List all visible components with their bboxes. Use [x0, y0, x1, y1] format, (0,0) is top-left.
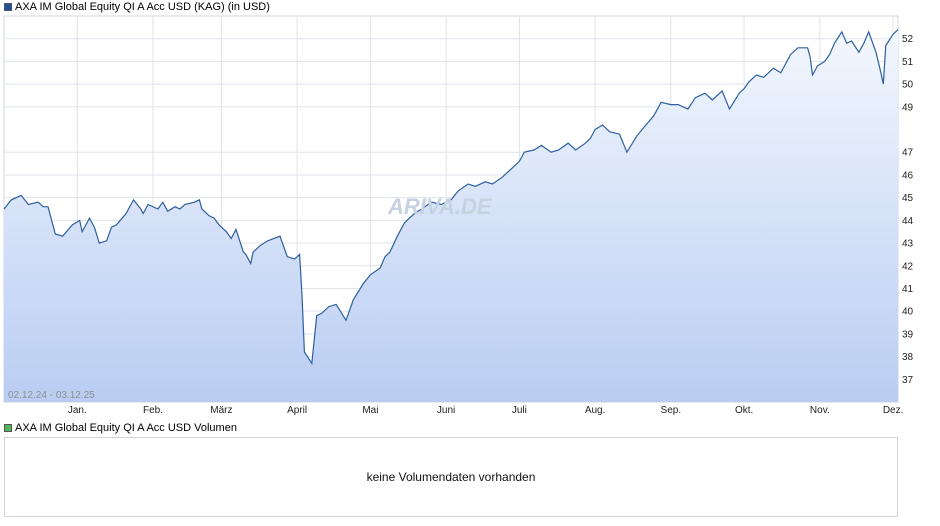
date-range-label: 02.12.24 - 03.12.25 — [8, 390, 95, 401]
x-tick-label: Juli — [512, 405, 527, 416]
y-tick-label: 43 — [902, 239, 914, 250]
y-tick-label: 44 — [902, 216, 914, 227]
y-tick-label: 46 — [902, 170, 914, 181]
price-legend-swatch — [4, 3, 12, 11]
y-tick-label: 51 — [902, 57, 914, 68]
x-tick-label: Juni — [437, 405, 455, 416]
y-tick-label: 47 — [902, 148, 914, 159]
price-legend-label: AXA IM Global Equity QI A Acc USD (KAG) … — [15, 1, 270, 13]
y-tick-label: 38 — [902, 352, 914, 363]
volume-legend-swatch — [4, 424, 12, 432]
volume-empty-message: keine Volumendaten vorhanden — [366, 470, 536, 484]
volume-legend: AXA IM Global Equity QI A Acc USD Volume… — [4, 421, 237, 435]
x-tick-label: Dez. — [883, 405, 904, 416]
y-tick-label: 39 — [902, 329, 914, 340]
x-tick-label: März — [210, 405, 232, 416]
price-line — [3, 29, 899, 366]
x-tick-label: Jan. — [68, 405, 87, 416]
x-tick-label: Feb. — [143, 405, 163, 416]
y-tick-label: 50 — [902, 80, 914, 91]
volume-legend-label: AXA IM Global Equity QI A Acc USD Volume… — [15, 422, 237, 434]
y-tick-label: 42 — [902, 261, 914, 272]
y-tick-label: 40 — [902, 307, 914, 318]
y-axis: 37 38 39 40 41 42 43 44 45 46 47 49 50 51 52 — [902, 34, 914, 386]
volume-panel: keine Volumendaten vorhanden — [4, 437, 898, 517]
x-tick-label: Okt. — [735, 405, 753, 416]
x-tick-label: Aug. — [585, 405, 606, 416]
watermark: ARIVA.DE — [387, 194, 493, 219]
x-tick-label: Sep. — [661, 405, 682, 416]
price-chart: ARIVA.DE 02.12.24 - 03.12.25 37 38 39 40 41 4… — [3, 15, 914, 416]
x-tick-label: Mai — [362, 405, 378, 416]
price-area — [4, 29, 898, 402]
y-tick-label: 37 — [902, 375, 914, 386]
y-tick-label: 52 — [902, 34, 914, 45]
y-tick-label: 41 — [902, 284, 914, 295]
y-tick-label: 45 — [902, 193, 914, 204]
x-tick-label: April — [287, 405, 307, 416]
y-tick-label: 49 — [902, 102, 914, 113]
x-tick-label: Nov. — [810, 405, 830, 416]
price-legend: AXA IM Global Equity QI A Acc USD (KAG) … — [4, 0, 270, 14]
x-axis: Jan. Feb. März April Mai Juni Juli Aug. Sep. Okt.… — [68, 405, 904, 416]
